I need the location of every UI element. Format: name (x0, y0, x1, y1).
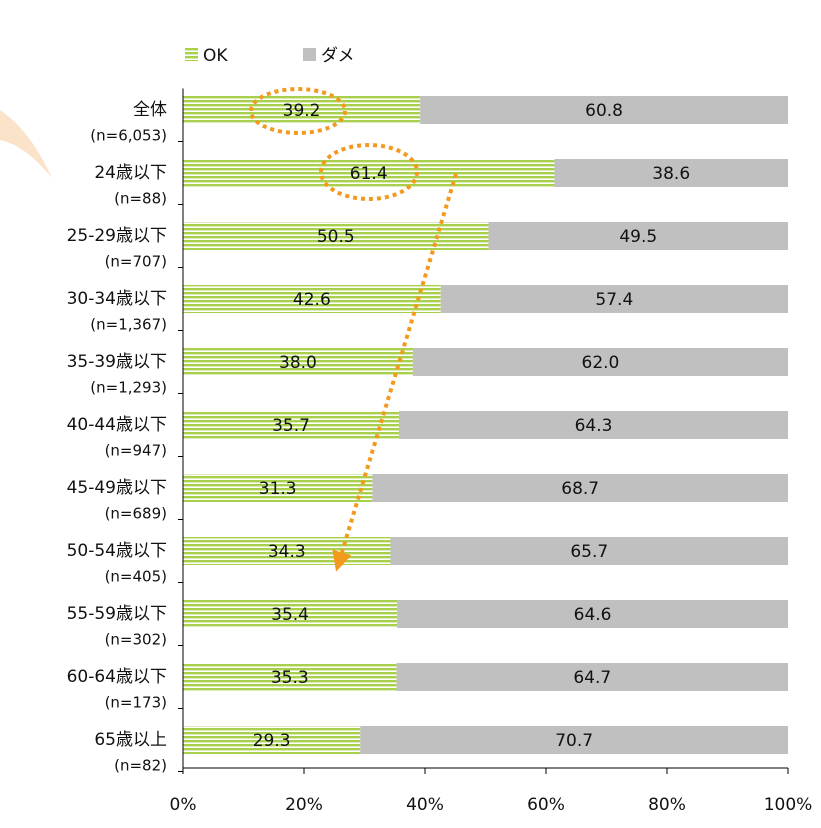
bar-segment (396, 663, 788, 691)
value-label: 31.3 (259, 479, 297, 499)
sample-size-label: (n=689) (105, 505, 167, 523)
value-label: 42.6 (293, 290, 331, 310)
bar-segment (183, 285, 441, 313)
value-label: 35.3 (271, 668, 309, 688)
bar-segment (183, 348, 413, 376)
bar-segment (183, 411, 399, 439)
sample-size-label: (n=1,293) (90, 379, 167, 397)
value-label: 49.5 (619, 227, 657, 247)
highlight-circle (249, 87, 347, 135)
sample-size-label: (n=82) (114, 757, 167, 775)
category-label: 全体 (133, 100, 167, 120)
value-label: 60.8 (585, 101, 623, 121)
value-label: 34.3 (268, 542, 306, 562)
legend-label: OK (203, 46, 228, 66)
legend-swatch (185, 48, 198, 61)
bar-segment (372, 474, 788, 502)
category-label: 55-59歳以下 (67, 604, 167, 624)
category-label: 60-64歳以下 (67, 667, 167, 687)
sample-size-label: (n=6,053) (90, 127, 167, 145)
value-label: 61.4 (350, 164, 388, 184)
value-label: 68.7 (561, 479, 599, 499)
value-label: 39.2 (283, 101, 321, 121)
value-label: 64.6 (574, 605, 612, 625)
bar-segment (360, 726, 788, 754)
sample-size-label: (n=947) (105, 442, 167, 460)
bar-segment (440, 285, 788, 313)
sample-size-label: (n=302) (105, 631, 167, 649)
value-label: 70.7 (555, 731, 593, 751)
value-label: 65.7 (570, 542, 608, 562)
sample-size-label: (n=405) (105, 568, 167, 586)
bar-segment (398, 411, 788, 439)
value-label: 35.4 (271, 605, 309, 625)
value-label: 64.3 (575, 416, 613, 436)
value-label: 50.5 (317, 227, 355, 247)
x-tick-label: 60% (527, 795, 565, 815)
value-label: 64.7 (573, 668, 611, 688)
bar-segment (183, 474, 373, 502)
category-label: 30-34歳以下 (67, 289, 167, 309)
bar-segment (183, 96, 421, 124)
annotation-arrow (332, 173, 458, 572)
x-tick-label: 100% (764, 795, 813, 815)
bar-segment (183, 159, 555, 187)
value-label: 57.4 (595, 290, 633, 310)
x-tick-label: 0% (170, 795, 197, 815)
x-tick-label: 80% (648, 795, 686, 815)
bar-segment (183, 726, 361, 754)
value-label: 38.6 (652, 164, 690, 184)
category-label: 65歳以上 (94, 730, 167, 750)
bar-segment (412, 348, 788, 376)
sample-size-label: (n=173) (105, 694, 167, 712)
legend-swatch (303, 48, 316, 61)
legend-label: ダメ (321, 46, 355, 66)
category-label: 50-54歳以下 (67, 541, 167, 561)
x-tick-label: 40% (406, 795, 444, 815)
category-label: 45-49歳以下 (67, 478, 167, 498)
sample-size-label: (n=707) (105, 253, 167, 271)
bar-segment (183, 663, 397, 691)
bar-segment (554, 159, 788, 187)
sample-size-label: (n=88) (114, 190, 167, 208)
bar-segment (488, 222, 788, 250)
value-label: 38.0 (279, 353, 317, 373)
sample-size-label: (n=1,367) (90, 316, 167, 334)
category-label: 40-44歳以下 (67, 415, 167, 435)
decoration (0, 110, 52, 178)
category-label: 35-39歳以下 (67, 352, 167, 372)
value-label: 35.7 (272, 416, 310, 436)
bar-segment (183, 600, 398, 628)
value-label: 62.0 (582, 353, 620, 373)
category-label: 25-29歳以下 (67, 226, 167, 246)
value-label: 29.3 (253, 731, 291, 751)
bar-segment (183, 537, 391, 565)
bar-segment (390, 537, 788, 565)
bar-segment (397, 600, 788, 628)
category-label: 24歳以下 (94, 163, 167, 183)
bar-segment (420, 96, 788, 124)
x-tick-label: 20% (285, 795, 323, 815)
highlight-circle (319, 143, 419, 201)
